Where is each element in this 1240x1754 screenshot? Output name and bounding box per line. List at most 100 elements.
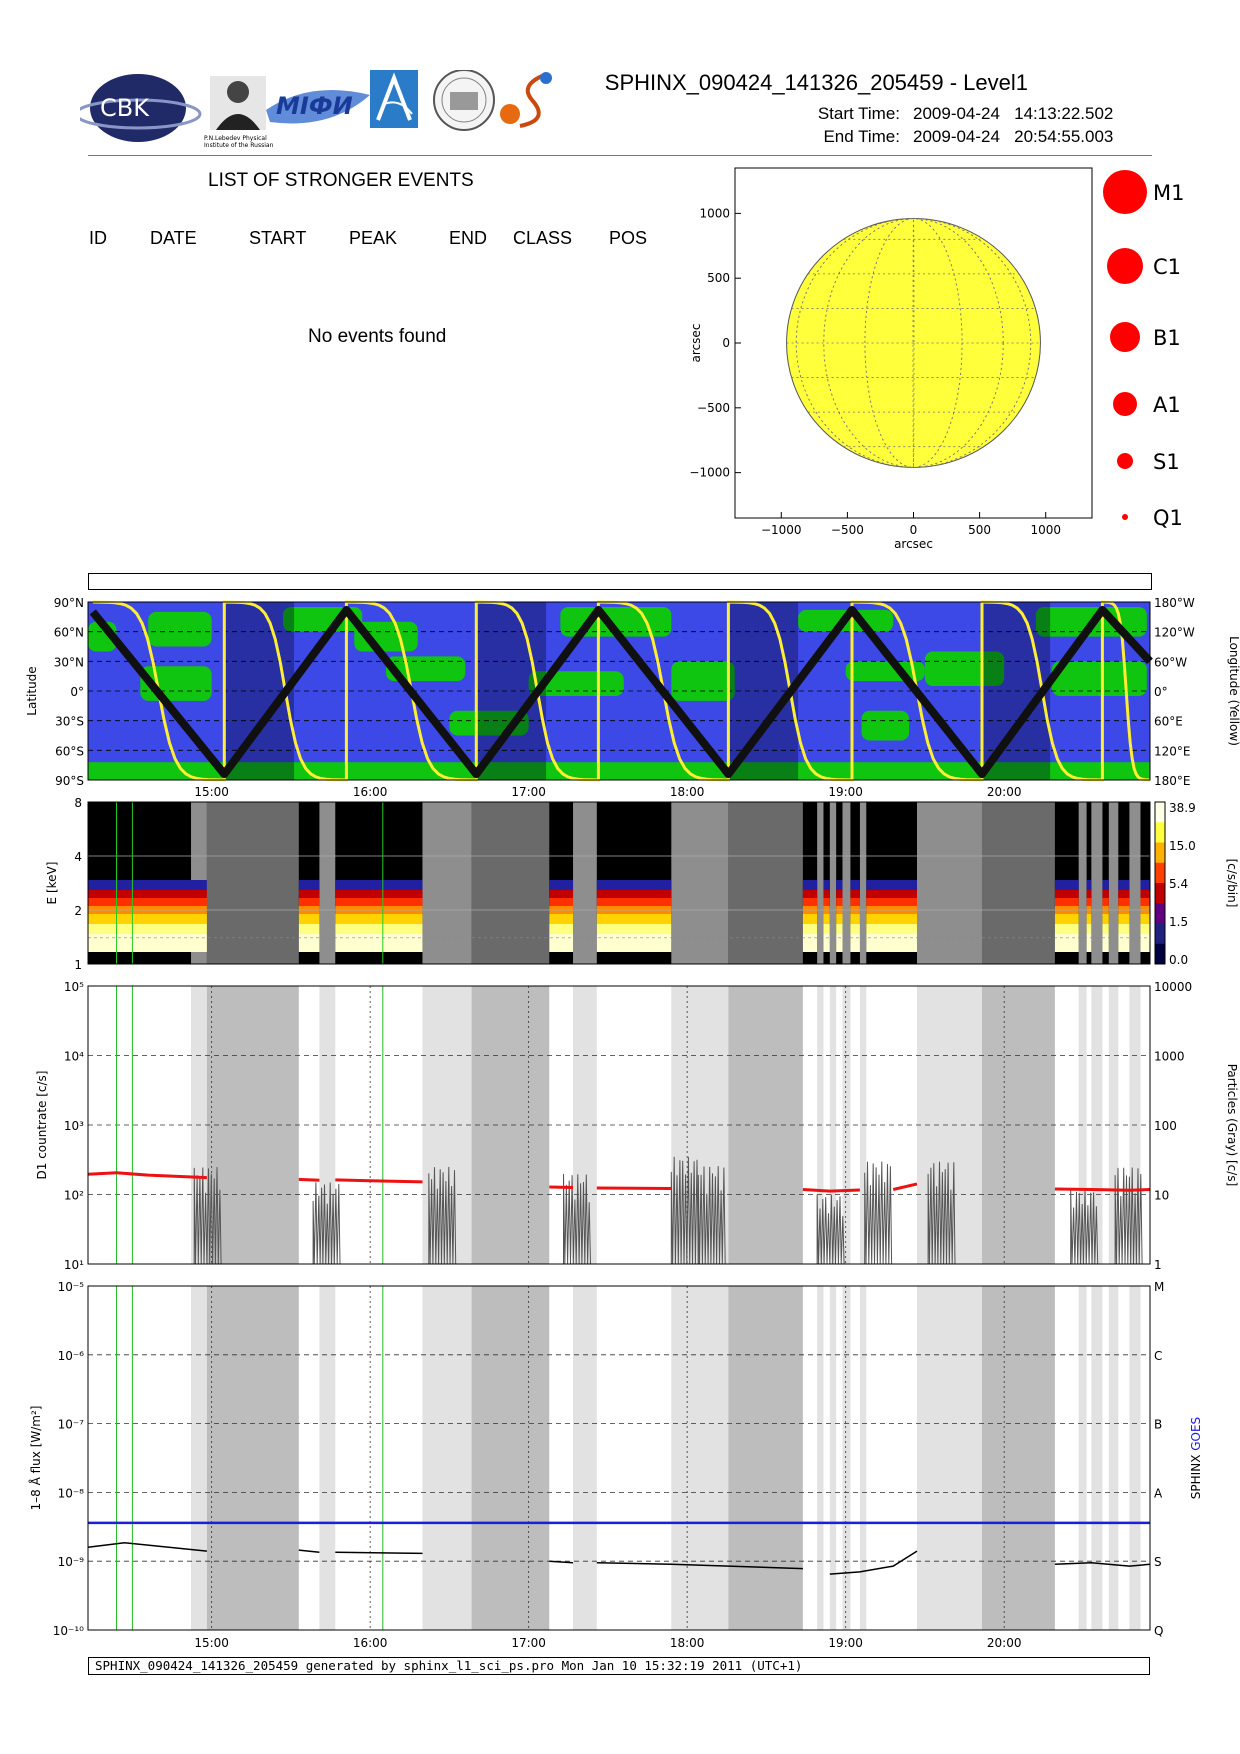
orbit-ylabel: Latitude	[25, 666, 39, 715]
spectrogram-band	[1086, 924, 1092, 934]
events-col-pos: POS	[609, 228, 648, 248]
spectrogram-band	[823, 890, 830, 898]
spectrogram-band	[88, 898, 207, 906]
spectrogram-band	[88, 890, 207, 898]
flux-ytick-label: 10⁻⁵	[58, 1280, 85, 1294]
orbit-land	[148, 611, 212, 647]
colorbar-label: [c/s/bin]	[1225, 859, 1239, 908]
footer-credit: SPHINX_090424_141326_205459 generated by…	[88, 1657, 1150, 1675]
spectrogram-band	[1140, 934, 1150, 952]
spectrogram-band	[596, 924, 672, 934]
colorbar-segment	[1155, 883, 1165, 904]
spectrogram-band	[549, 934, 574, 952]
spectrogram-band	[1140, 914, 1150, 924]
countrate-ytick-label: 10⁴	[64, 1050, 84, 1064]
orbit-ytick-label: 30°N	[54, 655, 84, 669]
spectrogram-band	[1086, 934, 1092, 952]
events-col-id: ID	[89, 228, 107, 248]
flux-frame	[87, 1285, 1151, 1631]
spectrogram-band	[1102, 898, 1109, 906]
orbit-land	[924, 651, 1005, 687]
spectrogram-band	[836, 914, 843, 924]
orbit-latitude-track	[89, 605, 1153, 779]
spectrogram-band	[298, 898, 320, 906]
sphinx-flux-series	[549, 1560, 574, 1564]
colorbar-segment	[1155, 862, 1165, 884]
spectrogram-band	[335, 880, 423, 890]
spectrogram-ytick-label: 1	[74, 958, 82, 972]
colorbar-segment	[1155, 943, 1165, 965]
orbit-ytick-label: 0°	[70, 685, 84, 699]
legend-size-label: Q1	[1153, 506, 1183, 530]
events-col-end: END	[449, 228, 488, 248]
spectrogram-band	[596, 934, 672, 952]
orbit-xtick-label: 17:00	[511, 785, 546, 799]
sun-map-ytick-label: −500	[697, 401, 730, 415]
colorbar-tick-label: 38.9	[1169, 801, 1196, 815]
spectrogram-band	[802, 934, 818, 952]
spectrogram-band	[1086, 880, 1092, 890]
spectrogram-gap	[1129, 802, 1141, 964]
orbit-y2tick-label: 180°W	[1154, 596, 1195, 610]
spectrogram-band	[1054, 914, 1079, 924]
flux-ytick-label: 10⁻⁸	[58, 1486, 85, 1500]
orbit-xtick-label: 18:00	[670, 785, 705, 799]
countrate-y2label: Particles (Gray) [c/s]	[1225, 1064, 1239, 1187]
legend-size-marker	[1117, 453, 1133, 469]
events-col-start: START	[249, 228, 307, 248]
colorbar-segment	[1155, 923, 1165, 945]
colorbar-segment	[1155, 842, 1165, 864]
countrate-ytick-label: 10⁵	[64, 980, 84, 994]
spectrogram-gap	[1078, 802, 1087, 964]
flux-y2label: SPHINX GOES	[1189, 1417, 1203, 1499]
spectrogram-band	[866, 934, 917, 952]
legend-size-marker	[1107, 248, 1143, 284]
header-divider	[88, 155, 1152, 156]
flux-xtick-label: 18:00	[670, 1636, 705, 1650]
orbit-y2tick-label: 60°W	[1154, 655, 1187, 669]
spectrogram-band	[1118, 880, 1130, 890]
spectrogram-gap	[1091, 802, 1103, 964]
spectrogram-band	[1054, 890, 1079, 898]
flux-light-gap	[916, 1286, 982, 1630]
spectrogram-gap	[319, 802, 336, 964]
orbit-y2tick-label: 120°E	[1154, 744, 1191, 758]
spectrogram-gap	[817, 802, 824, 964]
flux-light-gap	[319, 1286, 336, 1630]
events-col-class: CLASS	[513, 228, 573, 248]
countrate-frame	[87, 985, 1151, 1265]
spectrogram-band	[836, 934, 843, 952]
spectrogram-band	[1102, 890, 1109, 898]
spectrogram-gap	[471, 802, 550, 964]
flux-class-label: S	[1154, 1555, 1162, 1569]
spectrogram-band	[1086, 890, 1092, 898]
spectrogram-band	[802, 924, 818, 934]
spectrogram-band	[549, 880, 574, 890]
countrate-ylabel: D1 countrate [c/s]	[35, 1071, 49, 1180]
spectrogram-band	[823, 914, 830, 924]
spectrogram-band	[802, 880, 818, 890]
countrate-y2tick-label: 10000	[1154, 980, 1192, 994]
legend-size-marker	[1110, 322, 1140, 352]
svg-text:P.N.Lebedev Physical: P.N.Lebedev Physical	[204, 135, 267, 142]
orbit-y2tick-label: 180°E	[1154, 774, 1191, 788]
countrate-series	[298, 1177, 320, 1182]
spectrogram-gap	[829, 802, 837, 964]
events-heading: LIST OF STRONGER EVENTS	[208, 170, 474, 191]
flux-xtick-label: 20:00	[987, 1636, 1022, 1650]
countrate-y2tick-label: 1	[1154, 1258, 1162, 1272]
orbit-ytick-label: 30°S	[55, 715, 84, 729]
spectrogram-band	[1054, 880, 1079, 890]
countrate-y2tick-label: 1000	[1154, 1050, 1185, 1064]
events-col-date: DATE	[150, 228, 197, 248]
spectrogram-band	[850, 898, 860, 906]
spectrogram-band	[866, 890, 917, 898]
sphinx-flux-series	[829, 1550, 918, 1575]
sun-map-xtick-label: 1000	[1030, 523, 1061, 537]
flux-light-gap	[1129, 1286, 1141, 1630]
spectrogram-band	[1102, 934, 1109, 952]
spectrogram-gap	[981, 802, 1055, 964]
spectrogram-gap	[1108, 802, 1119, 964]
flux-light-gap	[1091, 1286, 1103, 1630]
orbit-y2tick-label: 60°E	[1154, 715, 1183, 729]
